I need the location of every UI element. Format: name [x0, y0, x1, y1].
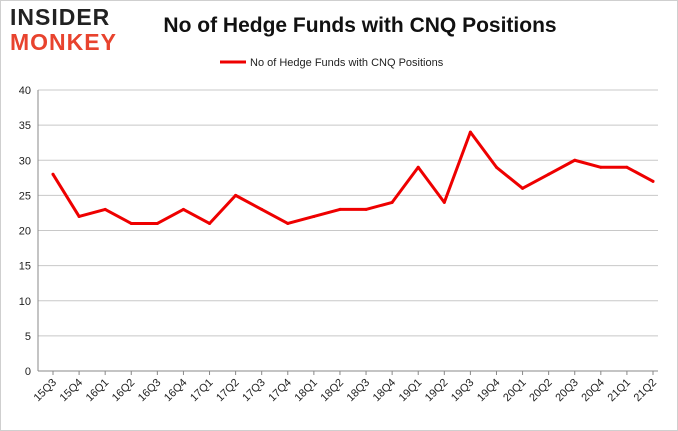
y-tick-label: 15	[19, 261, 31, 273]
x-tick-label: 19Q1	[397, 377, 425, 405]
data-point	[364, 207, 368, 211]
data-point	[234, 193, 238, 197]
y-tick-label: 20	[19, 226, 31, 238]
series-line	[51, 130, 655, 225]
legend: No of Hedge Funds with CNQ Positions	[220, 57, 444, 69]
data-point	[155, 221, 159, 225]
data-point	[573, 158, 577, 162]
data-point	[338, 207, 342, 211]
x-axis-ticks: 15Q315Q416Q116Q216Q316Q417Q117Q217Q317Q4…	[32, 371, 660, 405]
x-tick-label: 17Q4	[266, 377, 294, 405]
x-tick-label: 19Q4	[475, 377, 503, 405]
x-tick-label: 19Q3	[449, 377, 477, 405]
logo-line-1: INSIDER	[10, 4, 111, 30]
insider-monkey-logo: INSIDER MONKEY	[10, 6, 128, 54]
x-tick-label: 16Q2	[110, 377, 138, 405]
x-tick-label: 17Q3	[240, 377, 268, 405]
data-point	[103, 207, 107, 211]
legend-label: No of Hedge Funds with CNQ Positions	[250, 57, 444, 69]
data-point	[51, 172, 55, 176]
x-tick-label: 20Q2	[527, 377, 555, 405]
x-tick-label: 16Q3	[136, 377, 164, 405]
data-point	[390, 200, 394, 204]
y-tick-label: 25	[19, 190, 31, 202]
data-point	[494, 165, 498, 169]
y-tick-label: 35	[19, 120, 31, 132]
logo-line-2: MONKEY	[10, 29, 117, 55]
data-point	[129, 221, 133, 225]
x-tick-label: 18Q3	[345, 377, 373, 405]
x-tick-label: 16Q4	[162, 377, 190, 405]
series-group	[51, 130, 655, 225]
data-point	[208, 221, 212, 225]
data-point	[286, 221, 290, 225]
x-tick-label: 21Q2	[632, 377, 660, 405]
data-point	[625, 165, 629, 169]
data-point	[599, 165, 603, 169]
data-point	[312, 214, 316, 218]
y-tick-label: 30	[19, 155, 31, 167]
x-tick-label: 20Q3	[553, 377, 581, 405]
data-point	[260, 207, 264, 211]
data-point	[468, 130, 472, 134]
data-point	[416, 165, 420, 169]
x-tick-label: 21Q1	[606, 377, 634, 405]
x-tick-label: 18Q1	[292, 377, 320, 405]
y-tick-label: 0	[25, 366, 31, 378]
x-tick-label: 17Q2	[214, 377, 242, 405]
data-point	[181, 207, 185, 211]
chart-title: No of Hedge Funds with CNQ Positions	[163, 14, 557, 37]
x-tick-label: 20Q4	[579, 377, 607, 405]
x-tick-label: 18Q4	[371, 377, 399, 405]
y-tick-label: 10	[19, 296, 31, 308]
x-tick-label: 15Q3	[32, 377, 60, 405]
x-tick-label: 20Q1	[501, 377, 529, 405]
y-tick-label: 40	[19, 85, 31, 97]
grid-lines	[38, 89, 658, 337]
data-point	[77, 214, 81, 218]
data-point	[547, 172, 551, 176]
data-point	[651, 179, 655, 183]
x-tick-label: 17Q1	[188, 377, 216, 405]
x-tick-label: 15Q4	[58, 377, 86, 405]
x-tick-label: 16Q1	[84, 377, 112, 405]
x-tick-label: 18Q2	[319, 377, 347, 405]
y-axis-ticks: 0 5 10 15 20 25 30 35 40	[19, 85, 31, 378]
x-tick-label: 19Q2	[423, 377, 451, 405]
axes	[37, 90, 658, 372]
data-point	[521, 186, 525, 190]
y-tick-label: 5	[25, 331, 31, 343]
data-point	[442, 200, 446, 204]
